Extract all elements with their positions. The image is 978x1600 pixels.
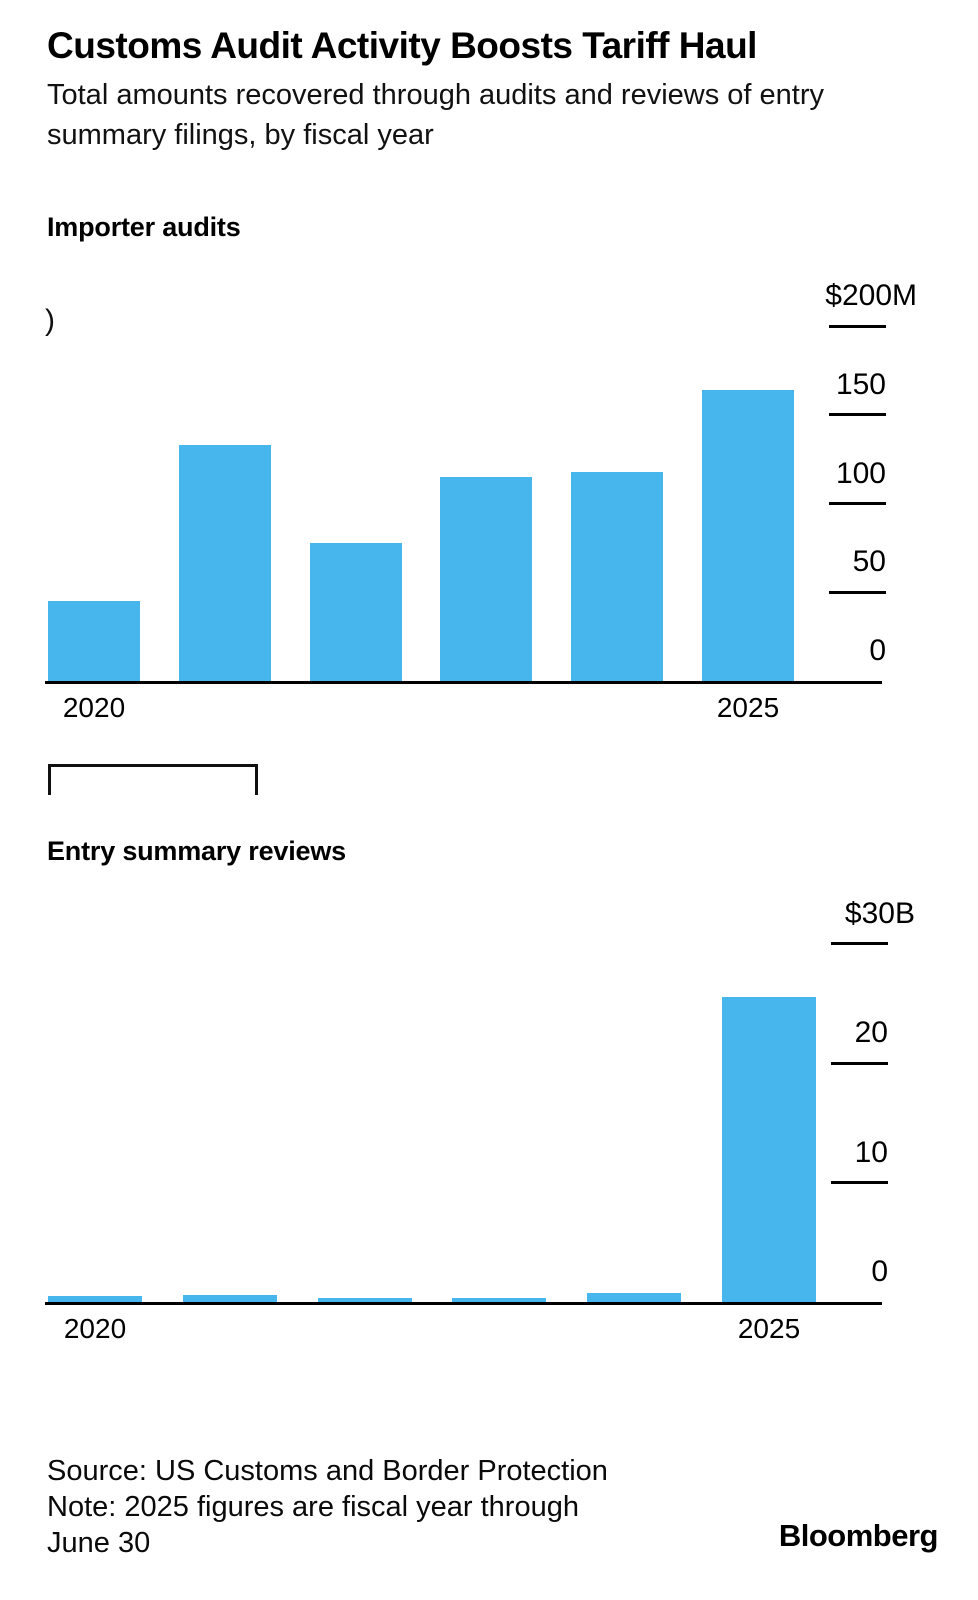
section-label-entry-summary-reviews: Entry summary reviews — [47, 836, 346, 866]
section-label-importer-audits: Importer audits — [47, 212, 241, 242]
footer: Source: US Customs and Border Protection… — [47, 1453, 627, 1561]
bar-2022 — [317, 1298, 412, 1302]
footer-note: Note: 2025 figures are fiscal year throu… — [47, 1491, 579, 1559]
y-axis-tick — [829, 413, 886, 417]
bar-2025 — [702, 389, 794, 681]
bloomberg-logo: Bloomberg — [778, 1518, 939, 1553]
y-axis-label: $200M — [825, 279, 917, 312]
y-axis-tick — [831, 942, 888, 945]
bar-2021 — [178, 444, 271, 681]
x-axis-label: 2025 — [737, 1313, 801, 1344]
y-axis-label: $30B — [844, 896, 915, 930]
y-axis-tick — [829, 502, 886, 505]
y-axis-tick — [831, 1061, 888, 1065]
stray-paren-artifact: ) — [45, 304, 55, 337]
bar-2020 — [48, 601, 140, 681]
bar-2020 — [48, 1296, 142, 1302]
x-axis-label: 2020 — [62, 692, 126, 723]
bar-2022 — [309, 542, 402, 681]
bar-2025 — [722, 997, 816, 1302]
x-axis-line — [45, 1302, 882, 1305]
y-axis-tick — [831, 1181, 888, 1184]
chart-entry-summary-reviews: $30B 20 10 0 2020 2025 — [0, 880, 978, 1370]
y-axis-label: 50 — [852, 545, 886, 579]
bar-2023 — [452, 1297, 547, 1302]
bar-2024 — [571, 471, 664, 681]
y-axis-label: 20 — [854, 1016, 888, 1049]
article-subtitle: Total amounts recovered through audits a… — [47, 79, 824, 151]
y-axis-tick — [829, 590, 886, 594]
y-axis-label: 10 — [854, 1135, 888, 1169]
chart-importer-audits: $200M 150 100 50 0 2020 2025 — [0, 270, 978, 740]
x-axis-label: 2020 — [63, 1313, 127, 1344]
y-axis-label: 0 — [869, 634, 886, 667]
y-axis-tick — [829, 324, 886, 328]
bar-2023 — [440, 476, 533, 681]
y-axis-label: 150 — [835, 367, 886, 401]
y-axis-label: 100 — [835, 456, 886, 490]
x-axis-label: 2025 — [716, 692, 780, 723]
footer-source: Source: US Customs and Border Protection — [47, 1455, 608, 1487]
x-axis-line — [45, 681, 882, 684]
bar-2024 — [587, 1293, 682, 1302]
clipped-box-artifact — [48, 764, 258, 795]
bar-2021 — [182, 1294, 277, 1302]
article-title: Customs Audit Activity Boosts Tariff Hau… — [47, 25, 757, 66]
y-axis-label: 0 — [871, 1255, 888, 1288]
